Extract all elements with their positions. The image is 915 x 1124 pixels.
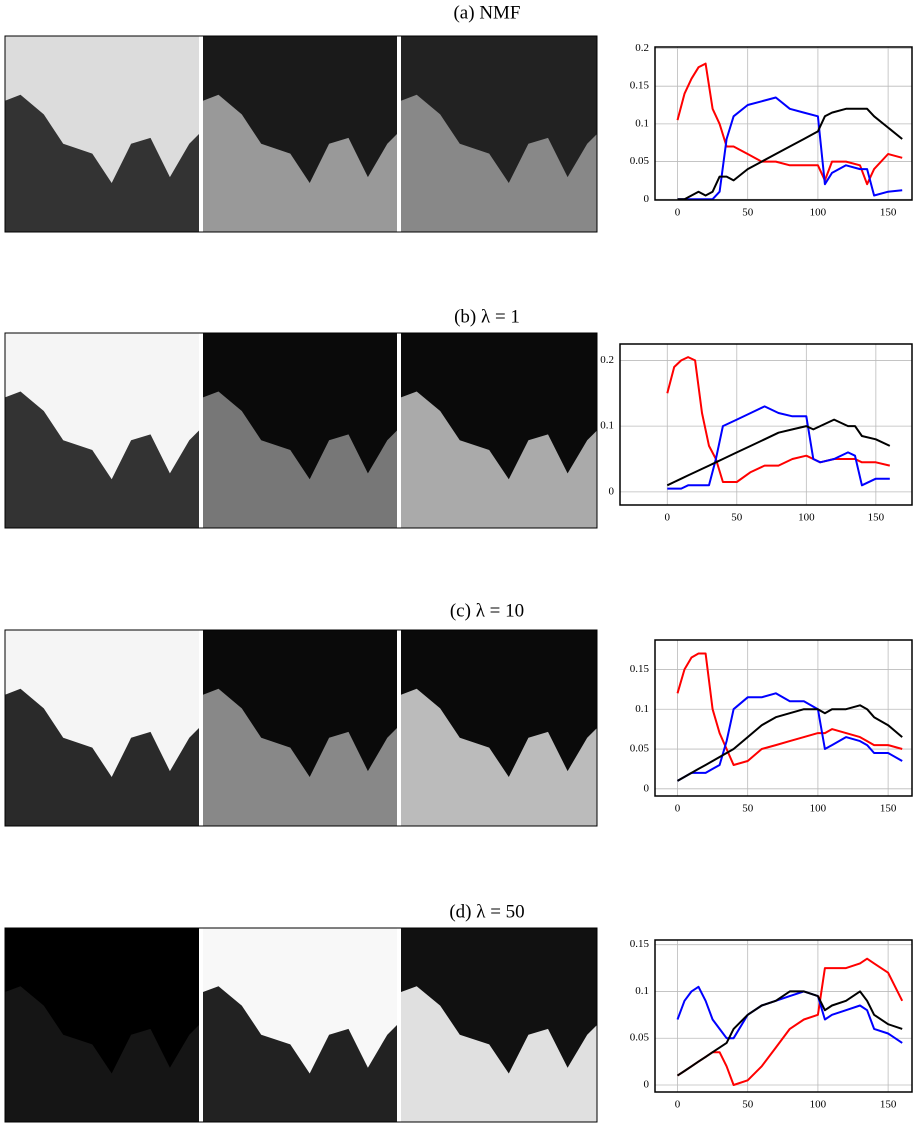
plot-frame <box>619 343 913 506</box>
y-tick-label: 0.15 <box>630 80 650 92</box>
abundance-region <box>5 391 199 528</box>
x-tick-label: 100 <box>798 512 815 524</box>
series-line <box>677 704 903 782</box>
plot-frame <box>654 46 913 201</box>
series-line <box>667 405 890 490</box>
x-tick-label: 0 <box>665 512 671 524</box>
y-tick-label: 0.1 <box>635 985 649 997</box>
panel-caption: (b) λ = 1 <box>454 306 520 327</box>
y-tick-label: 0 <box>644 193 650 205</box>
series-line <box>676 652 903 766</box>
series-line <box>676 985 903 1044</box>
abundance-region <box>203 688 397 826</box>
y-tick-label: 0 <box>644 1079 650 1091</box>
abundance-region <box>203 94 397 232</box>
series-line <box>676 957 904 1086</box>
y-tick-label: 0 <box>644 782 650 794</box>
image-frame <box>4 629 598 827</box>
abundance-region <box>5 688 199 826</box>
plot-frame <box>654 939 913 1093</box>
x-tick-label: 100 <box>810 1099 827 1111</box>
abundance-region <box>203 986 397 1122</box>
x-tick-label: 0 <box>675 1099 681 1111</box>
x-tick-label: 150 <box>880 803 897 815</box>
x-tick-label: 50 <box>742 803 754 815</box>
y-tick-label: 0.2 <box>635 42 649 54</box>
image-frame <box>4 332 598 529</box>
series-line <box>676 62 903 186</box>
y-tick-label: 0.15 <box>630 938 650 950</box>
x-tick-label: 0 <box>675 207 681 219</box>
abundance-region <box>5 94 199 232</box>
series-line <box>677 107 903 201</box>
x-tick-label: 150 <box>880 1099 897 1111</box>
y-tick-label: 0.1 <box>635 703 649 715</box>
panel-caption: (d) λ = 50 <box>449 901 524 922</box>
y-tick-label: 0.05 <box>630 1032 650 1044</box>
abundance-region <box>401 986 597 1122</box>
y-tick-label: 0.1 <box>600 420 614 432</box>
y-tick-label: 0.15 <box>630 663 650 675</box>
abundance-region <box>401 94 597 232</box>
panel-caption: (c) λ = 10 <box>450 600 524 621</box>
series-line <box>666 356 891 483</box>
series-line <box>677 692 903 782</box>
abundance-region <box>401 391 597 528</box>
y-tick-label: 0 <box>609 485 615 497</box>
y-tick-label: 0.05 <box>630 155 650 167</box>
x-tick-label: 50 <box>731 512 743 524</box>
image-frame <box>4 35 598 233</box>
x-tick-label: 150 <box>880 207 897 219</box>
image-frame <box>4 927 598 1123</box>
x-tick-label: 50 <box>742 207 754 219</box>
y-tick-label: 0.1 <box>635 117 649 129</box>
series-line <box>666 418 891 487</box>
x-tick-label: 50 <box>742 1099 754 1111</box>
x-tick-label: 100 <box>810 803 827 815</box>
abundance-region <box>203 391 397 528</box>
abundance-region <box>5 986 199 1122</box>
plot-frame <box>654 639 913 797</box>
x-tick-label: 100 <box>810 207 827 219</box>
series-line <box>676 990 903 1077</box>
y-tick-label: 0.05 <box>630 743 650 755</box>
x-tick-label: 0 <box>675 803 681 815</box>
y-tick-label: 0.2 <box>600 354 614 366</box>
abundance-region <box>401 688 597 826</box>
series-line <box>677 96 903 201</box>
panel-caption: (a) NMF <box>453 2 520 23</box>
x-tick-label: 150 <box>868 512 885 524</box>
